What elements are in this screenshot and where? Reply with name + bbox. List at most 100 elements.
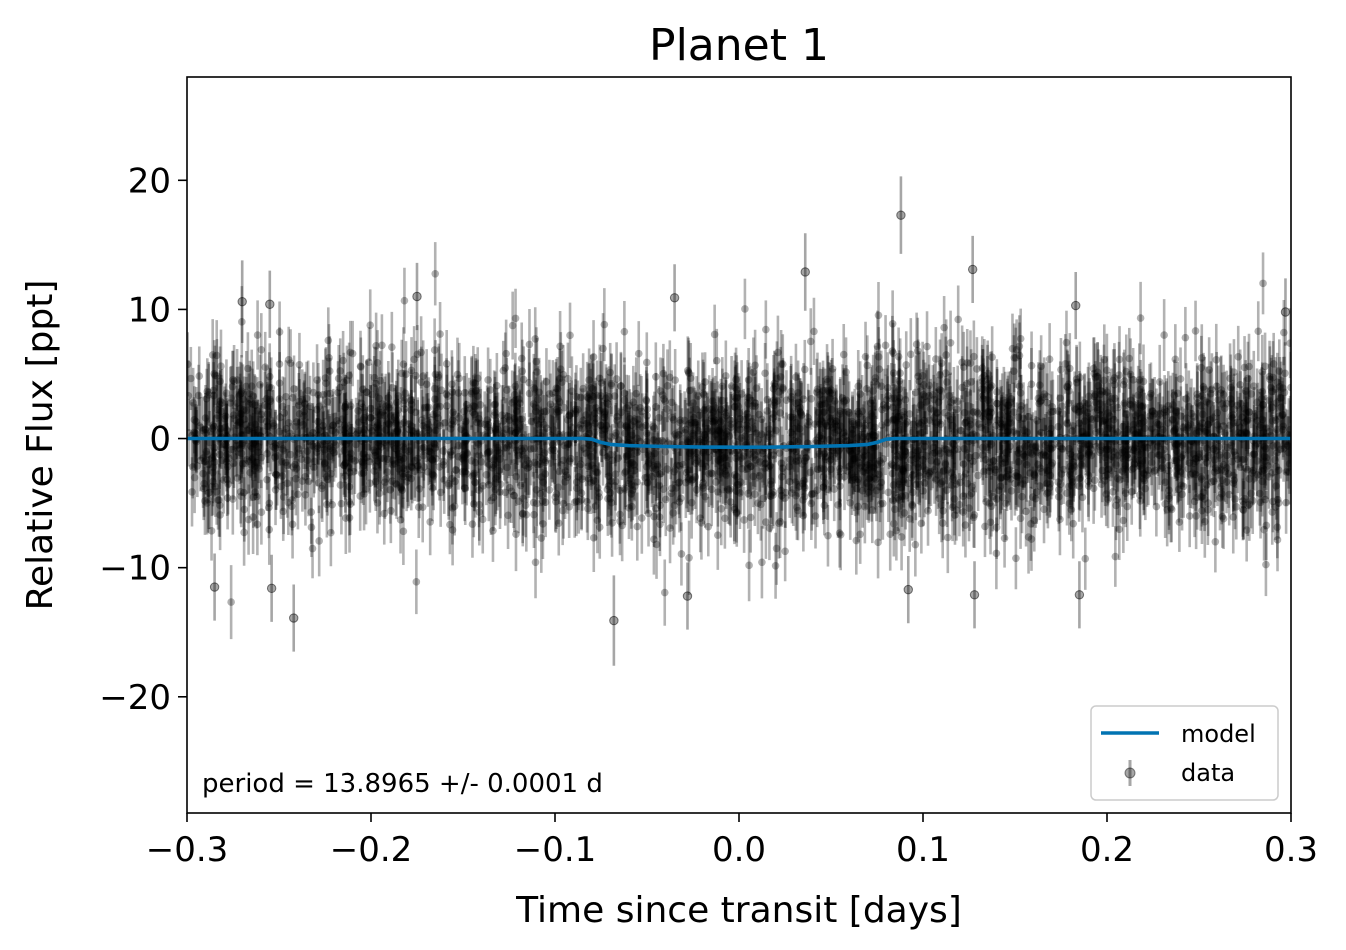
data-point — [854, 470, 862, 543]
data-point — [675, 431, 684, 501]
data-point — [408, 432, 417, 504]
data-point — [1120, 349, 1129, 413]
data-point — [214, 470, 222, 530]
data-point — [554, 368, 562, 430]
data-point — [508, 414, 516, 477]
data-point — [950, 412, 959, 479]
data-point — [446, 415, 455, 489]
data-point — [616, 485, 624, 544]
data-point — [238, 412, 246, 479]
data-point — [388, 430, 397, 499]
data-point — [959, 431, 968, 497]
data-point — [974, 439, 982, 511]
data-point — [983, 340, 992, 407]
x-tick-label: 0.3 — [1264, 830, 1318, 870]
data-point — [313, 344, 321, 416]
data-point — [334, 345, 343, 412]
data-point — [618, 489, 626, 562]
data-point — [643, 373, 652, 445]
data-point — [592, 439, 600, 505]
data-point — [1043, 451, 1051, 516]
data-point — [204, 466, 212, 533]
data-point — [1107, 426, 1116, 486]
data-point — [1234, 325, 1243, 388]
data-point — [696, 408, 704, 471]
data-point — [863, 446, 871, 520]
data-point — [840, 370, 848, 432]
data-point — [238, 286, 246, 358]
data-point — [279, 459, 288, 535]
data-point — [1280, 356, 1289, 429]
data-point — [829, 414, 837, 487]
y-tick-label: 10 — [128, 290, 171, 330]
data-point — [1019, 453, 1027, 515]
data-point — [775, 417, 784, 489]
data-point — [1155, 344, 1164, 419]
data-point — [259, 397, 267, 465]
data-point — [761, 426, 770, 500]
data-point — [442, 358, 451, 431]
data-point — [1218, 485, 1227, 548]
data-point — [1032, 420, 1040, 482]
data-point — [1015, 413, 1024, 486]
data-point — [566, 302, 574, 369]
data-point — [385, 373, 393, 436]
data-point — [283, 435, 292, 496]
data-point — [371, 429, 380, 504]
data-point — [522, 477, 531, 552]
data-point — [1247, 458, 1255, 529]
data-point — [419, 396, 427, 455]
data-point — [1253, 438, 1262, 512]
data-point — [572, 466, 581, 537]
data-point — [1101, 403, 1110, 466]
x-tick-label: −0.2 — [330, 830, 413, 870]
data-point — [355, 399, 364, 462]
data-point — [637, 376, 646, 447]
data-point — [981, 423, 990, 496]
data-point — [761, 432, 769, 496]
data-point — [766, 431, 774, 500]
data-point — [382, 373, 390, 439]
data-point — [804, 383, 812, 452]
data-point — [725, 405, 734, 467]
legend-model-label: model — [1181, 720, 1256, 748]
data-point — [689, 372, 697, 434]
y-tick-label: 0 — [149, 420, 171, 460]
data-point — [1020, 415, 1029, 478]
data-point — [737, 360, 746, 428]
data-point — [952, 450, 961, 518]
data-point — [899, 379, 908, 444]
data-point — [391, 451, 400, 516]
data-point — [384, 392, 392, 452]
data-point — [643, 452, 652, 514]
data-point — [279, 481, 288, 541]
y-axis-label: Relative Flux [ppt] — [20, 280, 61, 611]
y-tick-label: −10 — [99, 549, 171, 589]
data-point — [392, 389, 400, 458]
data-point — [930, 423, 939, 483]
data-point — [1229, 386, 1238, 460]
data-point — [1265, 340, 1274, 413]
data-point — [711, 375, 719, 440]
x-tick-label: −0.3 — [146, 830, 229, 870]
data-point — [722, 432, 731, 499]
data-point — [212, 320, 221, 391]
data-point — [501, 332, 510, 404]
data-point — [1135, 393, 1143, 454]
data-point — [1177, 452, 1186, 518]
data-point — [826, 420, 834, 491]
data-point — [1269, 470, 1277, 533]
data-point — [359, 403, 368, 463]
data-point — [575, 436, 584, 497]
data-point — [898, 438, 907, 500]
data-point — [947, 437, 956, 509]
data-point — [1050, 407, 1059, 481]
data-point — [611, 451, 619, 521]
data-point — [923, 368, 931, 435]
data-point — [246, 438, 254, 507]
legend: model data — [1090, 705, 1279, 801]
data-point — [786, 380, 795, 454]
data-point — [643, 402, 651, 464]
data-point — [777, 459, 785, 522]
data-point — [622, 374, 631, 442]
